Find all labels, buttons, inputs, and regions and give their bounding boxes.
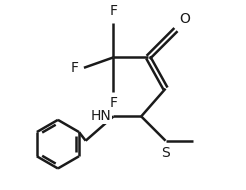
Text: S: S xyxy=(161,146,170,160)
Text: O: O xyxy=(179,12,190,26)
Text: HN: HN xyxy=(91,109,112,123)
Text: F: F xyxy=(71,61,79,75)
Text: F: F xyxy=(109,97,117,110)
Text: F: F xyxy=(109,4,117,18)
